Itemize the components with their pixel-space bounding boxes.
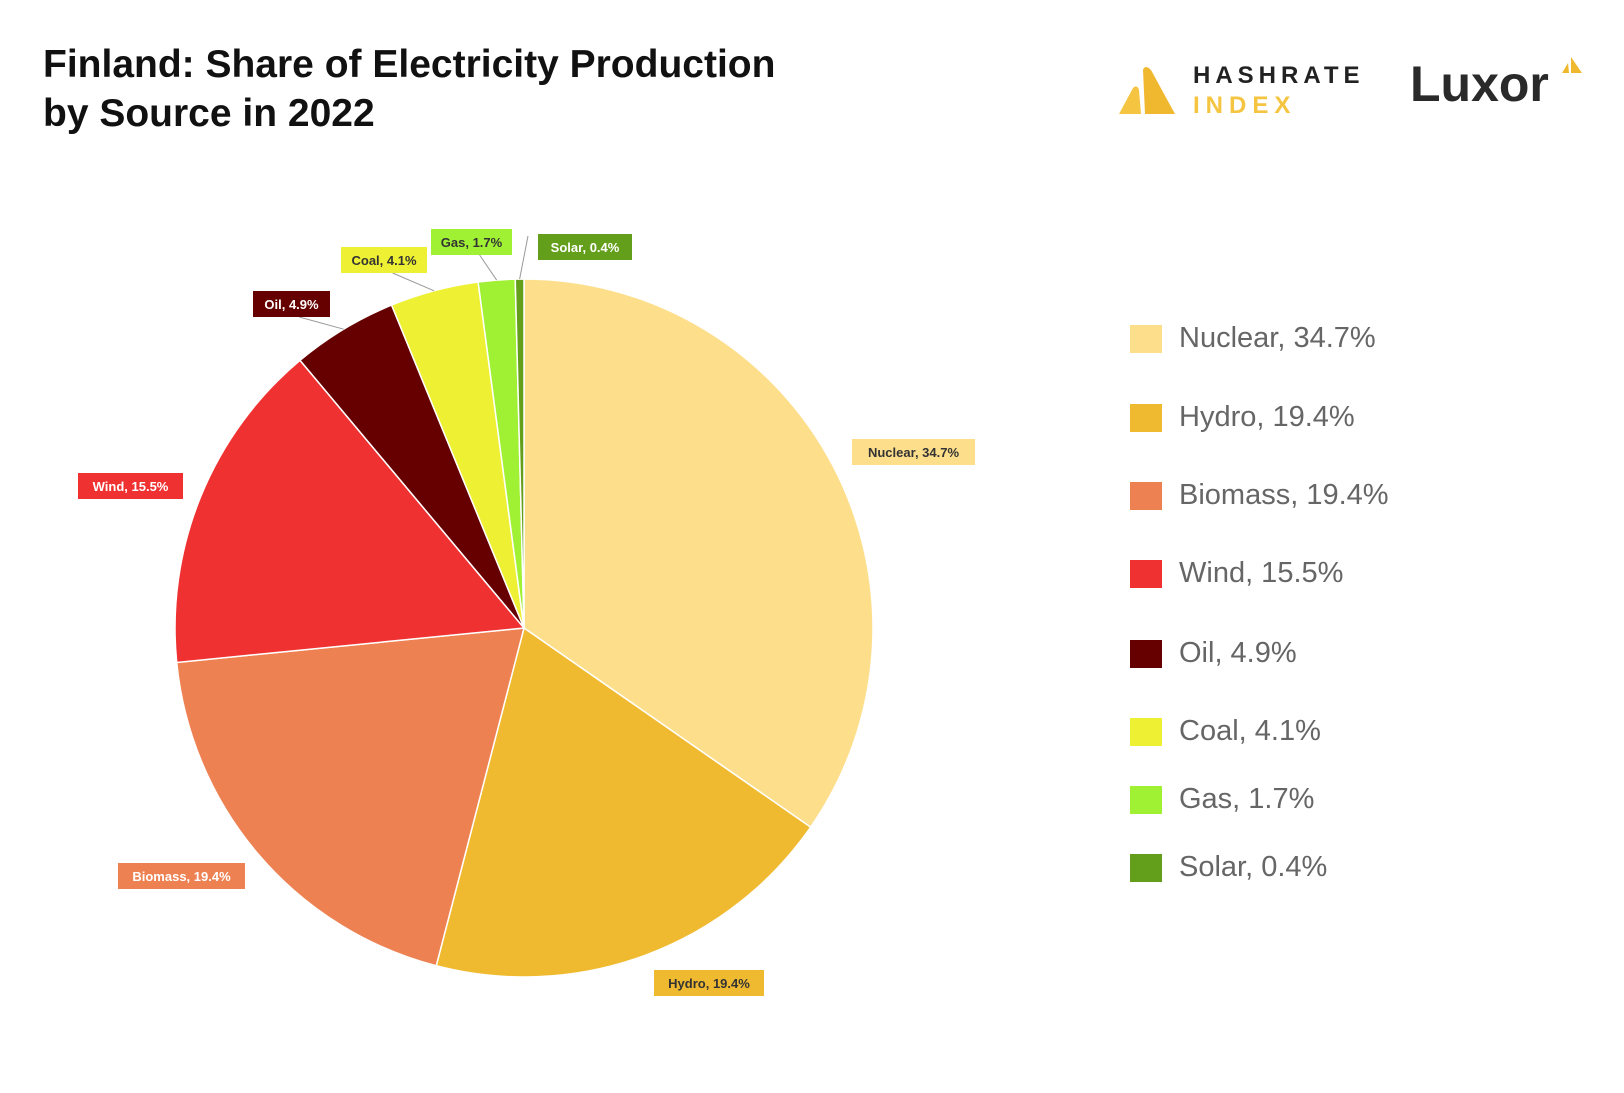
legend-swatch bbox=[1130, 559, 1162, 588]
pie-slice-nuclear bbox=[523, 278, 874, 829]
legend-label: Coal, 4.1% bbox=[1179, 715, 1321, 747]
legend-label: Oil, 4.9% bbox=[1179, 637, 1297, 669]
pie-slice-hydro bbox=[435, 626, 812, 978]
data-label-gas: Gas, 1.7% bbox=[431, 229, 512, 255]
hashrate-index-logo: HASHRATE INDEX bbox=[1115, 62, 1360, 122]
title-line-2: by Source in 2022 bbox=[43, 92, 375, 135]
hashrate-text: HASHRATE bbox=[1193, 62, 1365, 89]
data-label-coal: Coal, 4.1% bbox=[341, 247, 427, 273]
legend-item-wind: Wind, 15.5% bbox=[1130, 557, 1343, 590]
hashrate-logo-icon bbox=[1119, 67, 1175, 114]
data-label-biomass: Biomass, 19.4% bbox=[118, 863, 245, 889]
legend-swatch bbox=[1130, 403, 1162, 432]
data-label-text: Wind, 15.5% bbox=[93, 479, 169, 494]
legend-item-nuclear: Nuclear, 34.7% bbox=[1130, 322, 1376, 355]
data-label-text: Solar, 0.4% bbox=[551, 240, 620, 255]
data-label-box bbox=[431, 229, 512, 255]
leader-line-solar bbox=[519, 235, 529, 280]
legend-item-coal: Coal, 4.1% bbox=[1130, 715, 1321, 748]
data-label-hydro: Hydro, 19.4% bbox=[654, 970, 764, 996]
legend-item-biomass: Biomass, 19.4% bbox=[1130, 479, 1389, 512]
data-label-text: Nuclear, 34.7% bbox=[868, 445, 959, 460]
data-label-wind: Wind, 15.5% bbox=[78, 473, 183, 499]
legend-item-solar: Solar, 0.4% bbox=[1130, 851, 1327, 884]
leader-line-gas bbox=[479, 254, 498, 281]
data-label-text: Hydro, 19.4% bbox=[668, 976, 750, 991]
legend-item-oil: Oil, 4.9% bbox=[1130, 637, 1297, 670]
chart-title: Finland: Share of Electricity Production… bbox=[43, 40, 943, 138]
luxor-text: Luxor bbox=[1410, 56, 1549, 112]
data-label-box bbox=[78, 473, 183, 499]
data-label-text: Gas, 1.7% bbox=[441, 235, 503, 250]
luxor-logo: Luxor bbox=[1410, 55, 1582, 113]
data-label-nuclear: Nuclear, 34.7% bbox=[852, 439, 975, 465]
pie-slice-biomass bbox=[175, 627, 525, 967]
data-label-text: Biomass, 19.4% bbox=[132, 869, 231, 884]
data-label-box bbox=[341, 247, 427, 273]
legend-item-hydro: Hydro, 19.4% bbox=[1130, 401, 1355, 434]
data-label-box bbox=[852, 439, 975, 465]
luxor-logo-icon bbox=[1562, 57, 1582, 73]
legend-swatch bbox=[1130, 853, 1162, 882]
legend-label: Solar, 0.4% bbox=[1179, 851, 1328, 883]
data-label-box bbox=[118, 863, 245, 889]
legend-label: Wind, 15.5% bbox=[1179, 557, 1344, 589]
legend-swatch bbox=[1130, 639, 1162, 668]
pie-slice-wind bbox=[174, 359, 526, 664]
data-label-text: Oil, 4.9% bbox=[264, 297, 319, 312]
legend-label: Gas, 1.7% bbox=[1179, 783, 1315, 815]
leader-line-oil bbox=[299, 316, 344, 330]
legend-swatch bbox=[1130, 785, 1162, 814]
data-label-text: Coal, 4.1% bbox=[351, 253, 416, 268]
legend-item-gas: Gas, 1.7% bbox=[1130, 783, 1314, 816]
data-label-solar: Solar, 0.4% bbox=[538, 234, 632, 260]
legend-swatch bbox=[1130, 324, 1162, 353]
legend-label: Biomass, 19.4% bbox=[1179, 479, 1389, 511]
data-label-oil: Oil, 4.9% bbox=[253, 291, 330, 317]
legend-swatch bbox=[1130, 481, 1162, 510]
legend-label: Nuclear, 34.7% bbox=[1179, 322, 1376, 354]
pie-slice-solar bbox=[514, 278, 525, 629]
data-label-box bbox=[654, 970, 764, 996]
legend-label: Hydro, 19.4% bbox=[1179, 401, 1355, 433]
data-label-box bbox=[538, 234, 632, 260]
index-text: INDEX bbox=[1193, 92, 1297, 119]
title-line-1: Finland: Share of Electricity Production bbox=[43, 43, 776, 86]
leader-line-coal bbox=[392, 272, 435, 292]
legend-swatch bbox=[1130, 717, 1162, 746]
data-label-box bbox=[253, 291, 330, 317]
